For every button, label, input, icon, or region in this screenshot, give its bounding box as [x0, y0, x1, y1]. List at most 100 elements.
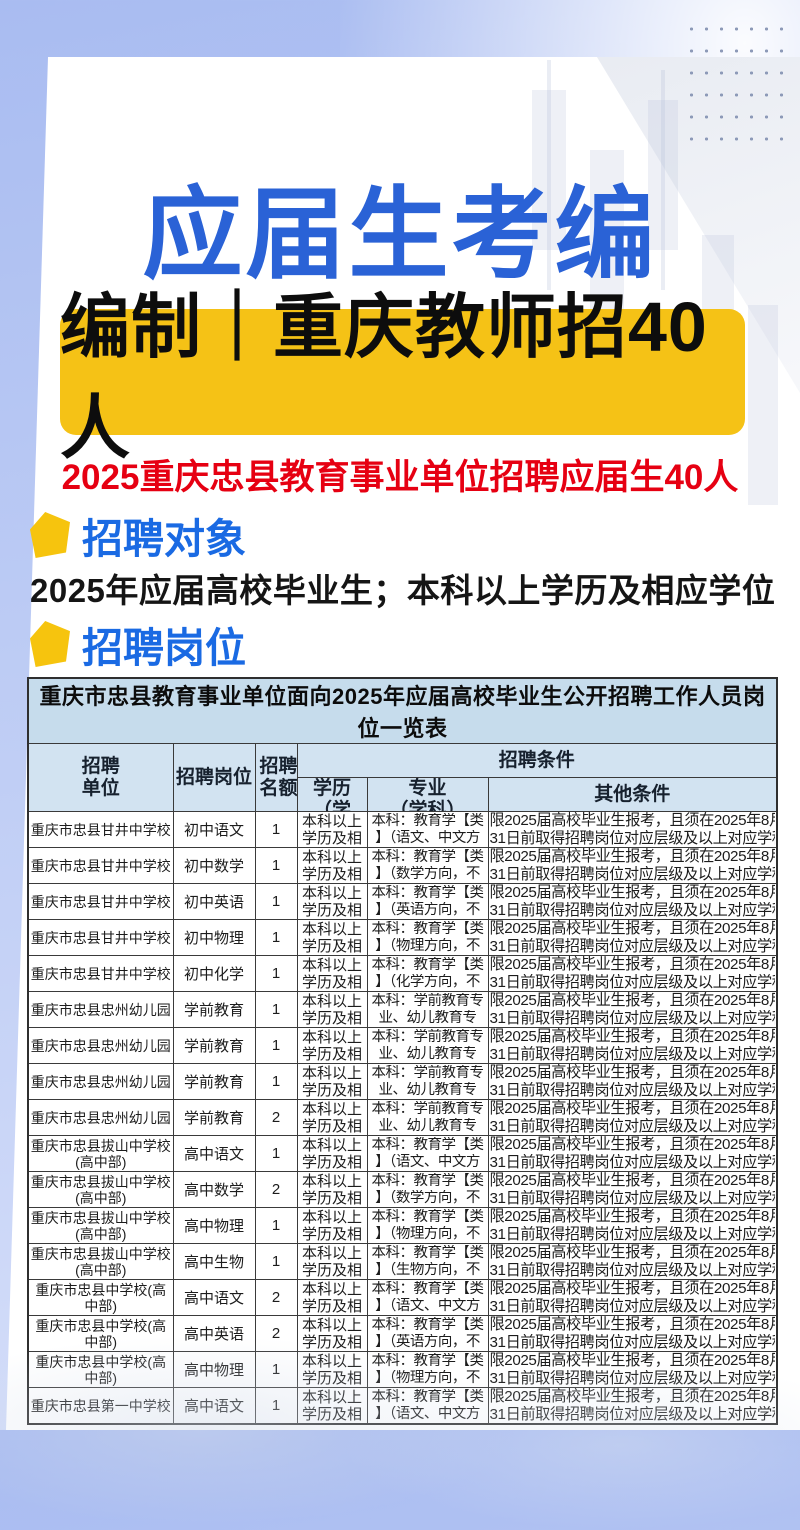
cell-degree-line2: 学历及相 — [301, 1117, 362, 1135]
cell-quota: 1 — [254, 1243, 298, 1280]
table-row: 重庆市忠县甘井中学校 初中物理 1 本科以上 学历及相 本科：教育学【类 】（物… — [27, 919, 778, 956]
cell-degree-line1: 本科以上 — [301, 1100, 362, 1118]
cell-position: 高中物理 — [172, 1351, 256, 1388]
cell-major-line1: 本科：教育学【类 — [369, 1389, 487, 1406]
cell-major-line1: 本科：教育学【类 — [371, 920, 485, 937]
cell-other: 限2025届高校毕业生报考，且须在2025年8月 31日前取得招聘岗位对应层级及… — [487, 1099, 778, 1136]
cell-other-line2: 31日前取得招聘岗位对应层级及以上对应学科的 — [489, 901, 776, 919]
cell-other: 限2025届高校毕业生报考，且须在2025年8月 31日前取得招聘岗位对应层级及… — [487, 1315, 778, 1352]
cell-unit: 重庆市忠县拔山中学校(高中部) — [27, 1171, 174, 1208]
cell-position: 学前教育 — [172, 1027, 256, 1064]
cell-major-line1: 本科：学前教育专 — [371, 1064, 485, 1081]
cell-other-line2: 31日前取得招聘岗位对应层级及以上对应学科的 — [489, 937, 776, 955]
cell-position: 初中英语 — [172, 883, 256, 920]
cell-major: 本科：学前教育专 业、幼儿教育专 — [366, 1063, 489, 1100]
cell-major-line2: 】（英语方向，不 — [375, 901, 480, 918]
cell-degree-line1: 本科以上 — [301, 1244, 362, 1262]
cell-quota: 2 — [254, 1315, 298, 1352]
cell-major-line1: 本科：教育学【类 — [371, 1172, 485, 1189]
cell-major-line2: 业、幼儿教育专 — [378, 1117, 478, 1134]
cell-degree: 本科以上 学历及相 — [296, 1387, 368, 1425]
cell-position: 高中语文 — [172, 1135, 256, 1172]
cell-other: 限2025届高校毕业生报考，且须在2025年8月 31日前取得招聘岗位对应层级及… — [487, 1207, 778, 1244]
cell-other-line2: 31日前取得招聘岗位对应层级及以上对应学科的 — [489, 1117, 776, 1135]
cell-position: 高中语文 — [172, 1279, 256, 1316]
cell-other-line1: 限2025届高校毕业生报考，且须在2025年8月 — [489, 1064, 776, 1082]
cell-unit: 重庆市忠县第一中学校 — [27, 1387, 174, 1425]
cell-other-line1: 限2025届高校毕业生报考，且须在2025年8月 — [490, 1353, 776, 1370]
cell-quota: 1 — [254, 1207, 298, 1244]
cell-degree-line1: 本科以上 — [299, 1389, 366, 1406]
cell-other-line2: 31日前取得招聘岗位对应层级及以上对应学科的 — [489, 1009, 776, 1027]
section-target-label: 招聘对象 — [82, 516, 246, 562]
cell-other-line2: 31日前取得招聘岗位对应层级及以上对应学科的 — [489, 1333, 776, 1351]
cell-degree: 本科以上 学历及相 — [296, 1351, 368, 1388]
cell-other: 限2025届高校毕业生报考，且须在2025年8月 31日前取得招聘岗位对应层级及… — [487, 883, 778, 920]
cell-position: 学前教育 — [172, 1099, 256, 1136]
candlestick-decoration — [661, 70, 665, 290]
cell-degree-line2: 学历及相 — [301, 829, 362, 847]
headline-banner: 编制｜重庆教师招40人 — [60, 288, 745, 467]
candlestick-decoration — [532, 90, 566, 250]
cell-major: 本科：教育学【类 】（语文、中文方 — [366, 1279, 489, 1316]
cell-other-line2: 31日前取得招聘岗位对应层级及以上对应学科的 — [489, 973, 776, 991]
cell-other-line1: 限2025届高校毕业生报考，且须在2025年8月 — [489, 1028, 776, 1046]
cell-major-line2: 】（物理方向，不 — [369, 1370, 487, 1387]
cell-major: 本科：教育学【类 】（化学方向，不 — [366, 955, 489, 992]
cell-degree-line2: 学历及相 — [301, 1045, 362, 1063]
cell-other-line1: 限2025届高校毕业生报考，且须在2025年8月 — [489, 1136, 776, 1154]
cell-major: 本科：教育学【类 】（英语方向，不 — [366, 1315, 489, 1352]
cell-unit: 重庆市忠县甘井中学校 — [27, 811, 174, 848]
cell-quota: 1 — [254, 1387, 298, 1425]
header-conditions: 招聘条件 — [296, 743, 778, 778]
cell-unit: 重庆市忠县中学校(高中部) — [27, 1351, 174, 1388]
cell-other-line1: 限2025届高校毕业生报考，且须在2025年8月 — [489, 920, 776, 938]
cell-unit: 重庆市忠县甘井中学校 — [27, 955, 174, 992]
cell-other-line2: 31日前取得招聘岗位对应层级及以上对应学科的 — [489, 1225, 776, 1243]
table-row: 重庆市忠县拔山中学校(高中部) 高中生物 1 本科以上 学历及相 本科：教育学【… — [27, 1243, 778, 1280]
cell-other: 限2025届高校毕业生报考，且须在2025年8月 31日前取得招聘岗位对应层级及… — [487, 1351, 778, 1388]
cell-major-line1: 本科：学前教育专 — [371, 1028, 485, 1045]
cell-other-line1: 限2025届高校毕业生报考，且须在2025年8月 — [489, 1316, 776, 1334]
cell-unit: 重庆市忠县忠州幼儿园 — [27, 1099, 174, 1136]
cell-degree-line2: 学历及相 — [301, 1153, 362, 1171]
table-row: 重庆市忠县忠州幼儿园 学前教育 1 本科以上 学历及相 本科：学前教育专 业、幼… — [27, 991, 778, 1028]
cell-other-line2: 31日前取得招聘岗位对应层级及以上对应学科的 — [489, 1081, 776, 1099]
cell-degree-line2: 学历及相 — [301, 865, 362, 883]
cell-unit: 重庆市忠县拔山中学校(高中部) — [27, 1135, 174, 1172]
cell-other-line1: 限2025届高校毕业生报考，且须在2025年8月 — [490, 1388, 776, 1405]
cell-major: 本科：教育学【类 】（数学方向，不 — [366, 1171, 489, 1208]
cell-major-line2: 】（语文、中文方 — [375, 829, 480, 846]
table-row: 重庆市忠县拔山中学校(高中部) 高中语文 1 本科以上 学历及相 本科：教育学【… — [27, 1135, 778, 1172]
cell-major-line1: 本科：教育学【类 — [371, 956, 485, 973]
cell-degree-line1: 本科以上 — [301, 1028, 362, 1046]
cell-position: 初中语文 — [172, 811, 256, 848]
cell-degree: 本科以上 学历及相 — [296, 919, 368, 956]
cell-quota: 1 — [254, 1351, 298, 1388]
cell-other-line2: 31日前取得招聘岗位对应层级及以上对应学科的 — [490, 1406, 776, 1424]
cell-major-line2: 】（语文、中文方 — [375, 1153, 480, 1170]
cell-position: 高中英语 — [172, 1315, 256, 1352]
cell-unit: 重庆市忠县忠州幼儿园 — [27, 1027, 174, 1064]
table-row: 重庆市忠县忠州幼儿园 学前教育 1 本科以上 学历及相 本科：学前教育专 业、幼… — [27, 1027, 778, 1064]
cell-other-line1: 限2025届高校毕业生报考，且须在2025年8月 — [489, 992, 776, 1010]
cell-other-line2: 31日前取得招聘岗位对应层级及以上对应学科的 — [489, 1045, 776, 1063]
cell-major-line1: 本科：教育学【类 — [371, 812, 485, 829]
cell-degree: 本科以上 学历及相 — [296, 811, 368, 848]
cell-unit: 重庆市忠县中学校(高中部) — [27, 1315, 174, 1352]
cell-degree-line1: 本科以上 — [301, 884, 362, 902]
section-positions-label: 招聘岗位 — [82, 625, 246, 671]
cell-major: 本科：教育学【类 】（数学方向，不 — [366, 847, 489, 884]
candlestick-decoration — [748, 305, 778, 505]
section-bullet-icon — [30, 621, 70, 667]
cell-degree: 本科以上 学历及相 — [296, 1243, 368, 1280]
cell-major-line2: 】（数学方向，不 — [375, 865, 480, 882]
table-row: 重庆市忠县第一中学校 高中语文 1 本科以上 学历及相 本科：教育学【类 】（语… — [27, 1387, 778, 1425]
dot-grid-decoration — [684, 18, 788, 150]
cell-other: 限2025届高校毕业生报考，且须在2025年8月 31日前取得招聘岗位对应层级及… — [487, 811, 778, 848]
cell-other-line2: 31日前取得招聘岗位对应层级及以上对应学科的 — [489, 829, 776, 847]
cell-other-line2: 31日前取得招聘岗位对应层级及以上对应学科的 — [489, 865, 776, 883]
table-row: 重庆市忠县中学校(高中部) 高中英语 2 本科以上 学历及相 本科：教育学【类 … — [27, 1315, 778, 1352]
cell-other: 限2025届高校毕业生报考，且须在2025年8月 31日前取得招聘岗位对应层级及… — [487, 955, 778, 992]
cell-degree: 本科以上 学历及相 — [296, 955, 368, 992]
